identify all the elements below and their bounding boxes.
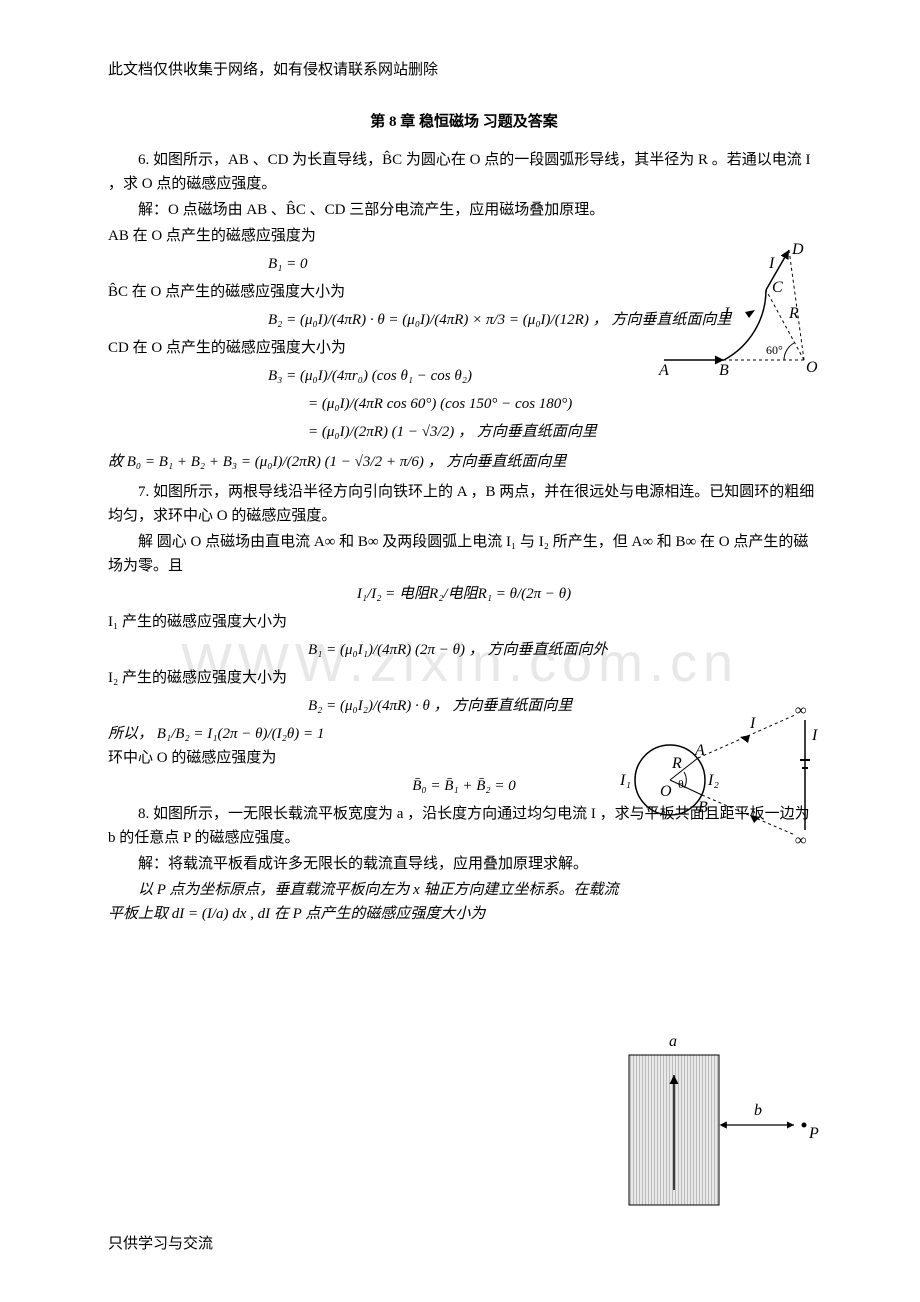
label-i-top: I (749, 715, 756, 732)
label-i1: I (723, 305, 730, 322)
label-inf2: ∞ (795, 832, 806, 849)
arc-arrow (745, 310, 755, 318)
label-b: B (719, 362, 729, 379)
lead-b (702, 795, 795, 835)
label-i2: I₂ (707, 772, 719, 789)
q7-solution-intro: 解 圆心 O 点磁场由直电流 A∞ 和 B∞ 及两段圆弧上电流 I₁ 与 I₂ … (108, 530, 820, 578)
label-o: O (660, 783, 672, 800)
label-i2: I (768, 255, 775, 272)
q6-problem: 6. 如图所示，AB 、CD 为长直导线，B̂C 为圆心在 O 点的一段圆弧形导… (108, 148, 820, 196)
label-theta: θ (678, 777, 684, 791)
label-o: O (806, 359, 818, 376)
label-r: R (788, 305, 799, 322)
arrow-in-a (740, 735, 750, 743)
q6-formula-b3c: = (μ₀I)/(2πR) (1 − √3/2) ， 方向垂直纸面向里 (308, 420, 820, 444)
figure-q8: a b P (624, 1030, 824, 1210)
q7-formula-b1: B₁ = (μ₀I₁)/(4πR) (2π − θ) ， 方向垂直纸面向外 (308, 638, 828, 662)
label-p: P (808, 1125, 819, 1142)
figure-q7: I₁ I₂ A B O R θ I I ∞ ∞ (620, 700, 830, 850)
label-angle: 60° (766, 343, 783, 357)
label-inf1: ∞ (795, 702, 806, 719)
angle-arc (784, 343, 794, 360)
q6-solution-intro: 解：O 点磁场由 AB 、B̂C 、CD 三部分电流产生，应用磁场叠加原理。 (108, 198, 820, 222)
label-b: B (698, 799, 708, 816)
q7-i1-text: I₁ 产生的磁感应强度大小为 (108, 610, 820, 634)
page-title: 第 8 章 稳恒磁场 习题及答案 (108, 110, 820, 134)
q7-problem: 7. 如图所示，两根导线沿半径方向引向铁环上的 A ，B 两点，并在很远处与电源… (108, 480, 820, 528)
q7-i2-text: I₂ 产生的磁感应强度大小为 (108, 666, 820, 690)
label-d: D (791, 241, 804, 258)
arc-bc (724, 290, 766, 360)
q7-formula-ratio: I₁/I₂ = 电阻R₂/电阻R₁ = θ/(2π − θ) (108, 582, 820, 606)
label-a: a (669, 1033, 677, 1050)
label-r: R (671, 755, 682, 772)
figure-q6: A B C D O R I I 60° (654, 240, 824, 390)
q8-setup: 以 P 点为坐标原点，垂直载流平板向左为 x 轴正方向建立坐标系。在载流平板上取… (108, 878, 628, 926)
header-note: 此文档仅供收集于网络，如有侵权请联系网站删除 (108, 58, 820, 82)
label-b: b (754, 1102, 762, 1119)
theta-arc (684, 772, 686, 788)
q6-formula-b3b: = (μ₀I)/(4πR cos 60°) (cos 150° − cos 18… (308, 392, 820, 416)
footer-note: 只供学习与交流 (108, 1232, 213, 1256)
label-a: A (694, 742, 705, 759)
q6-conclusion: 故 B₀ = B₁ + B₂ + B₃ = (μ₀I)/(2πR) (1 − √… (108, 450, 820, 474)
label-c: C (772, 279, 783, 296)
label-i-right: I (811, 727, 818, 744)
q8-solution-intro: 解：将载流平板看成许多无限长的载流直导线，应用叠加原理求解。 (108, 852, 628, 876)
label-a: A (658, 362, 669, 379)
label-i1: I₁ (620, 772, 631, 789)
point-p (802, 1123, 807, 1128)
